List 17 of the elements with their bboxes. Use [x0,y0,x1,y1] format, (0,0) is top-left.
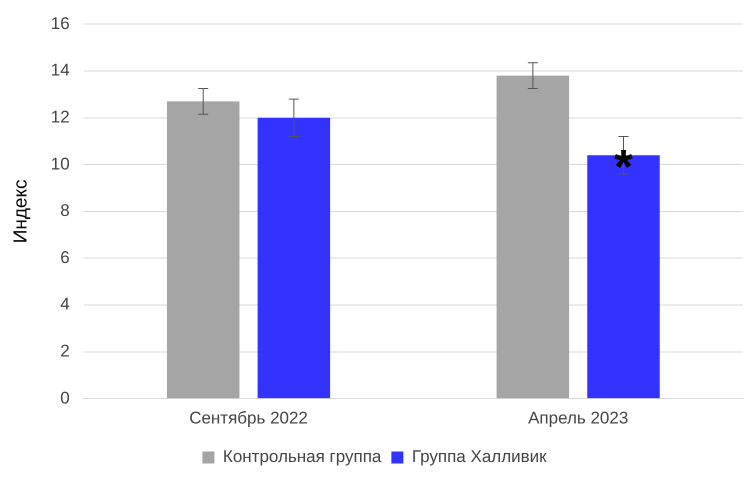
y-tick-label: 10 [50,154,70,174]
y-tick-label: 8 [60,201,70,220]
y-tick-label: 4 [60,294,70,314]
y-tick-label: 12 [50,107,70,126]
y-axis-title: Индекс [10,179,32,244]
y-tick-label: 16 [50,14,70,33]
x-tick-label: Сентябрь 2022 [189,408,308,428]
bar [166,101,240,398]
x-tick-label: Апрель 2023 [528,408,628,428]
y-tick-label: 6 [60,248,70,267]
bar [496,76,570,398]
y-tick-label: 14 [50,60,70,80]
y-tick-label: 2 [60,341,70,360]
legend-label: Группа Халливик [412,447,548,466]
y-tick-label: 0 [60,388,70,408]
bar [258,118,330,398]
legend-label: Контрольная группа [222,447,382,466]
